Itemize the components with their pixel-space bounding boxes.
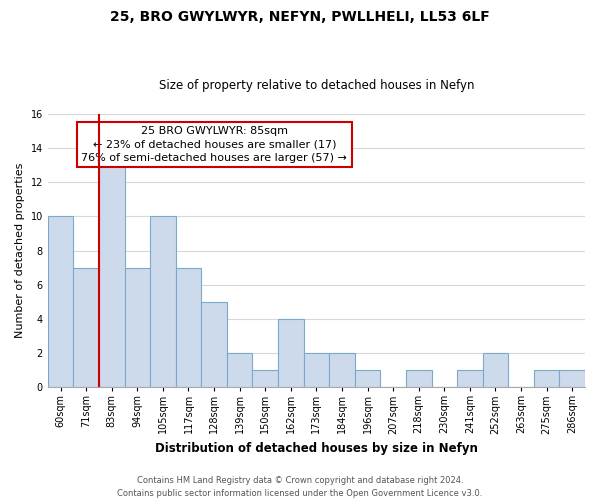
Bar bbox=[201, 302, 227, 387]
Bar bbox=[278, 319, 304, 387]
Bar bbox=[48, 216, 73, 387]
Bar bbox=[253, 370, 278, 387]
Bar bbox=[406, 370, 431, 387]
Bar bbox=[125, 268, 150, 387]
Bar bbox=[304, 353, 329, 387]
Bar bbox=[559, 370, 585, 387]
Bar bbox=[355, 370, 380, 387]
Y-axis label: Number of detached properties: Number of detached properties bbox=[15, 163, 25, 338]
Text: 25 BRO GWYLWYR: 85sqm
← 23% of detached houses are smaller (17)
76% of semi-deta: 25 BRO GWYLWYR: 85sqm ← 23% of detached … bbox=[82, 126, 347, 162]
Bar bbox=[73, 268, 99, 387]
Bar bbox=[150, 216, 176, 387]
Bar bbox=[227, 353, 253, 387]
Title: Size of property relative to detached houses in Nefyn: Size of property relative to detached ho… bbox=[158, 79, 474, 92]
Bar bbox=[482, 353, 508, 387]
Bar bbox=[99, 165, 125, 387]
Bar bbox=[534, 370, 559, 387]
Text: Contains HM Land Registry data © Crown copyright and database right 2024.
Contai: Contains HM Land Registry data © Crown c… bbox=[118, 476, 482, 498]
Bar bbox=[329, 353, 355, 387]
Bar bbox=[176, 268, 201, 387]
Bar bbox=[457, 370, 482, 387]
X-axis label: Distribution of detached houses by size in Nefyn: Distribution of detached houses by size … bbox=[155, 442, 478, 455]
Text: 25, BRO GWYLWYR, NEFYN, PWLLHELI, LL53 6LF: 25, BRO GWYLWYR, NEFYN, PWLLHELI, LL53 6… bbox=[110, 10, 490, 24]
